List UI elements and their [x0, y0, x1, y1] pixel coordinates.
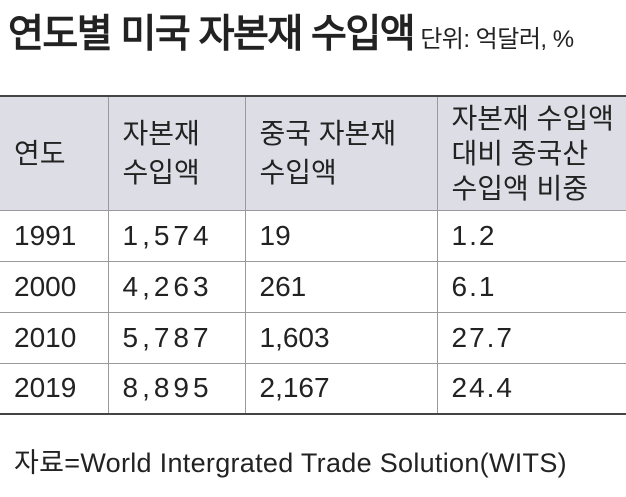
- cell-china-imports: 19: [244, 209, 437, 261]
- cell-year: 2000: [0, 260, 108, 312]
- header-line: 중국 자본재: [259, 118, 397, 150]
- cell-year: 1991: [0, 209, 108, 261]
- cell-year: 2010: [0, 311, 108, 363]
- cell-china-share: 1.2: [436, 209, 626, 261]
- cell-year: 2019: [0, 362, 108, 414]
- header-line: 연도: [14, 137, 66, 169]
- chart-title: 연도별 미국 자본재 수입액: [8, 13, 416, 56]
- cell-capital-goods-imports: 4,263: [107, 260, 245, 312]
- title-bar: 연도별 미국 자본재 수입액 단위: 억달러, %: [8, 6, 620, 64]
- table-row: 2000 4,263 261 6.1: [0, 260, 626, 312]
- table-row: 2010 5,787 1,603 27.7: [0, 311, 626, 363]
- header-line: 자본재: [122, 118, 200, 150]
- cell-china-imports: 261: [244, 260, 437, 312]
- source-note: 자료=World Intergrated Trade Solution(WITS…: [14, 448, 567, 478]
- header-china-capital-goods-imports: 중국 자본재 수입액: [244, 95, 437, 210]
- unit-note: 단위: 억달러, %: [420, 26, 574, 53]
- header-line: 수입액 비중: [451, 172, 589, 204]
- header-line: 수입액: [259, 157, 337, 189]
- header-capital-goods-imports: 자본재 수입액: [107, 95, 245, 210]
- cell-capital-goods-imports: 1,574: [107, 209, 245, 261]
- header-line: 수입액: [122, 157, 200, 189]
- header-row: 연도 자본재 수입액 중국 자본재 수입액 자본재 수입액 대비 중국산 수입액…: [0, 95, 626, 210]
- cell-china-imports: 2,167: [244, 362, 437, 414]
- table-row: 2019 8,895 2,167 24.4: [0, 362, 626, 414]
- cell-china-share: 27.7: [436, 311, 626, 363]
- cell-china-imports: 1,603: [244, 311, 437, 363]
- header-line: 자본재 수입액: [451, 102, 614, 134]
- table-body: 1991 1,574 19 1.2 2000 4,263 261 6.1 201…: [0, 209, 626, 414]
- cell-capital-goods-imports: 5,787: [107, 311, 245, 363]
- table-row: 1991 1,574 19 1.2: [0, 209, 626, 261]
- cell-china-share: 6.1: [436, 260, 626, 312]
- table-header: 연도 자본재 수입액 중국 자본재 수입액 자본재 수입액 대비 중국산 수입액…: [0, 95, 626, 210]
- cell-capital-goods-imports: 8,895: [107, 362, 245, 414]
- header-year: 연도: [0, 95, 108, 210]
- header-line: 대비 중국산: [451, 137, 589, 169]
- data-table: 연도 자본재 수입액 중국 자본재 수입액 자본재 수입액 대비 중국산 수입액…: [0, 95, 626, 415]
- header-china-share: 자본재 수입액 대비 중국산 수입액 비중: [436, 95, 626, 210]
- cell-china-share: 24.4: [436, 362, 626, 414]
